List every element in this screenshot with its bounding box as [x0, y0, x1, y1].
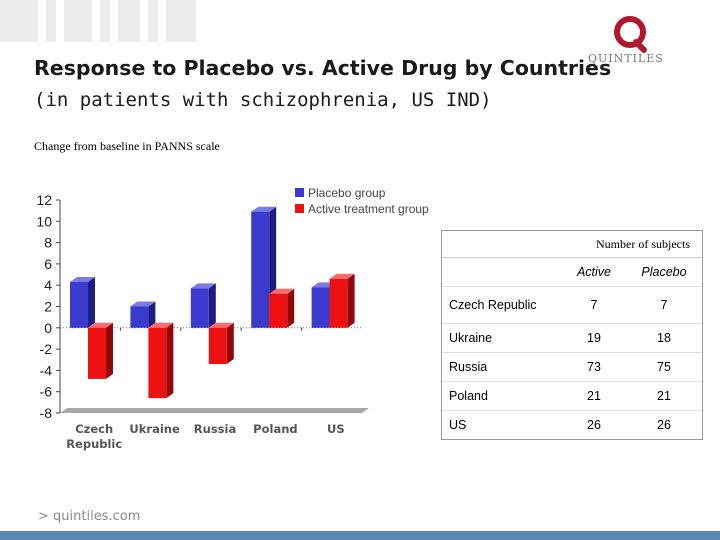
row-placebo: 75 [657, 360, 671, 374]
y-tick-label: 10 [36, 213, 52, 229]
quintiles-logo-icon [614, 16, 647, 53]
row-active: 73 [587, 360, 601, 374]
y-tick-label: 4 [44, 277, 52, 293]
x-tick-label: Ukraine [129, 422, 180, 436]
legend-label: Active treatment group [308, 202, 429, 216]
row-country: Ukraine [449, 330, 493, 345]
bar-active [329, 278, 348, 328]
subjects-table: Number of subjects Active Placebo Czech … [441, 230, 703, 440]
legend-box [293, 186, 428, 222]
row-country: Russia [449, 359, 488, 374]
y-tick-label: 0 [44, 320, 52, 336]
y-tick-label: -4 [40, 362, 53, 378]
row-active: 19 [587, 331, 601, 345]
footer-logo: > quintiles.com [38, 509, 141, 524]
table-title: Number of subjects [442, 231, 702, 258]
y-tick-label: -2 [40, 341, 53, 357]
bar-placebo-side [88, 277, 95, 328]
bar-placebo-side [148, 301, 156, 328]
bar-active [148, 327, 167, 399]
table-row: Russia 73 75 [442, 352, 702, 381]
bar-chart: 12 10 8 6 4 2 0 -2 -4 -6 -8 Czech Republic Ukraine Rus… [36, 186, 429, 451]
bar-active-side [106, 322, 113, 379]
chart-floor [60, 408, 369, 413]
bar-placebo-top [190, 283, 216, 289]
x-tick-label: Poland [253, 422, 297, 436]
bar-placebo [70, 282, 88, 328]
row-active: 7 [590, 298, 598, 312]
chart-note: Change from baseline in PANNS scale [34, 139, 220, 153]
row-placebo: 7 [660, 298, 668, 312]
row-active: 26 [587, 418, 601, 432]
row-country: US [449, 417, 467, 432]
bar-active-top [208, 322, 234, 328]
y-tick-label: 8 [44, 235, 52, 251]
bar-active-top [88, 322, 113, 328]
row-country: Czech Republic [449, 297, 537, 312]
bar-active-side [287, 288, 295, 328]
bar-active [269, 293, 288, 328]
y-tick-label: 12 [36, 192, 52, 208]
bottom-strip [0, 531, 720, 540]
bar-placebo-side [208, 283, 216, 328]
x-tick-label: Russia [194, 422, 236, 436]
row-placebo: 18 [657, 331, 671, 345]
table-row: US 26 26 [442, 410, 702, 439]
bar-active [208, 327, 227, 365]
bar-active-top [269, 288, 295, 294]
row-placebo: 21 [657, 389, 671, 403]
table-row: Ukraine 19 18 [442, 323, 702, 352]
y-tick-label: 2 [44, 299, 52, 315]
row-placebo: 26 [657, 418, 671, 432]
bar-placebo-top [70, 277, 95, 283]
table-row: Poland 21 21 [442, 381, 702, 410]
legend-swatch [295, 204, 304, 213]
row-country: Poland [449, 388, 488, 403]
legend-label: Placebo group [308, 186, 386, 200]
column-header-placebo: Placebo [641, 265, 687, 279]
column-header-active: Active [576, 265, 612, 279]
bar-active-side [166, 322, 174, 399]
bar-placebo [190, 288, 209, 328]
bar-placebo [251, 211, 270, 328]
bar-placebo [130, 306, 149, 328]
bar-active-side [226, 322, 234, 365]
y-tick-label: -6 [40, 384, 53, 400]
x-tick-label: US [327, 422, 345, 436]
bar-active-top [329, 273, 355, 279]
decorative-bars [0, 0, 215, 42]
table-row: Czech Republic 7 7 [442, 286, 702, 323]
bar-active-side [347, 273, 355, 328]
bar-placebo [311, 287, 330, 328]
brand-name: QUINTILES [588, 52, 664, 65]
bar-active [88, 327, 106, 379]
slide-title: Response to Placebo vs. Active Drug by C… [34, 56, 612, 80]
table-header-row: Active Placebo [442, 258, 702, 286]
y-tick-label: 6 [44, 256, 52, 272]
bar-active-top [148, 322, 174, 328]
bar-placebo-top [130, 301, 156, 307]
y-tick-label: -8 [40, 405, 53, 421]
bar-placebo-top [251, 206, 277, 212]
x-tick-label: Czech Republic [66, 422, 122, 451]
row-active: 21 [587, 389, 601, 403]
slide-subtitle: (in patients with schizophrenia, US IND) [34, 89, 492, 111]
legend-swatch [295, 188, 304, 197]
